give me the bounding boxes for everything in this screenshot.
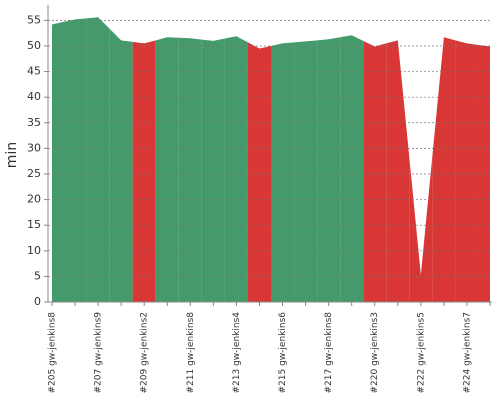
y-tick-label: 35	[27, 116, 41, 129]
area-segment	[247, 42, 271, 302]
y-tick-label: 5	[34, 269, 41, 282]
x-tick-label: #207 gw-jenkins9	[94, 312, 104, 394]
y-tick-label: 40	[27, 90, 41, 103]
area-segment	[363, 40, 387, 303]
area-segment	[109, 28, 133, 302]
x-tick-label: #205 gw-jenkins8	[48, 312, 58, 394]
area-segment	[340, 35, 364, 303]
area-segment	[271, 42, 295, 302]
y-tick-label: 50	[27, 39, 41, 52]
x-tick-label: #224 gw-jenkins7	[462, 312, 472, 393]
x-tick-label: #222 gw-jenkins5	[416, 312, 426, 393]
area-segment	[86, 17, 110, 303]
x-tick-label: #209 gw-jenkins2	[140, 312, 150, 393]
area-segment	[155, 37, 179, 302]
y-tick-label: 20	[27, 193, 41, 206]
area-segment	[201, 38, 225, 302]
area-segment	[478, 44, 490, 303]
y-tick-label: 45	[27, 65, 41, 78]
y-axis-label: min	[4, 142, 20, 168]
area-segment	[294, 40, 318, 302]
y-tick-label: 25	[27, 167, 41, 180]
y-tick-label: 30	[27, 141, 41, 154]
area-segment	[52, 21, 64, 302]
x-tick-label: #215 gw-jenkins6	[278, 312, 288, 394]
area-segment	[455, 40, 479, 302]
area-segment	[432, 37, 456, 302]
area-segment	[386, 40, 410, 302]
y-tick-label: 10	[27, 244, 41, 257]
y-tick-label: 0	[34, 295, 41, 308]
x-tick-label: #220 gw-jenkins3	[370, 312, 380, 393]
area-segment	[132, 40, 156, 302]
area-segment	[409, 156, 433, 302]
area-segment	[317, 37, 341, 302]
x-tick-label: #213 gw-jenkins4	[232, 312, 242, 394]
x-tick-label: #217 gw-jenkins8	[324, 312, 334, 394]
y-tick-label: 55	[27, 13, 41, 26]
area-segment	[178, 37, 202, 303]
area-segment	[224, 36, 248, 302]
area-segment	[63, 18, 87, 303]
y-tick-label: 15	[27, 218, 41, 231]
x-tick-label: #211 gw-jenkins8	[186, 312, 196, 394]
